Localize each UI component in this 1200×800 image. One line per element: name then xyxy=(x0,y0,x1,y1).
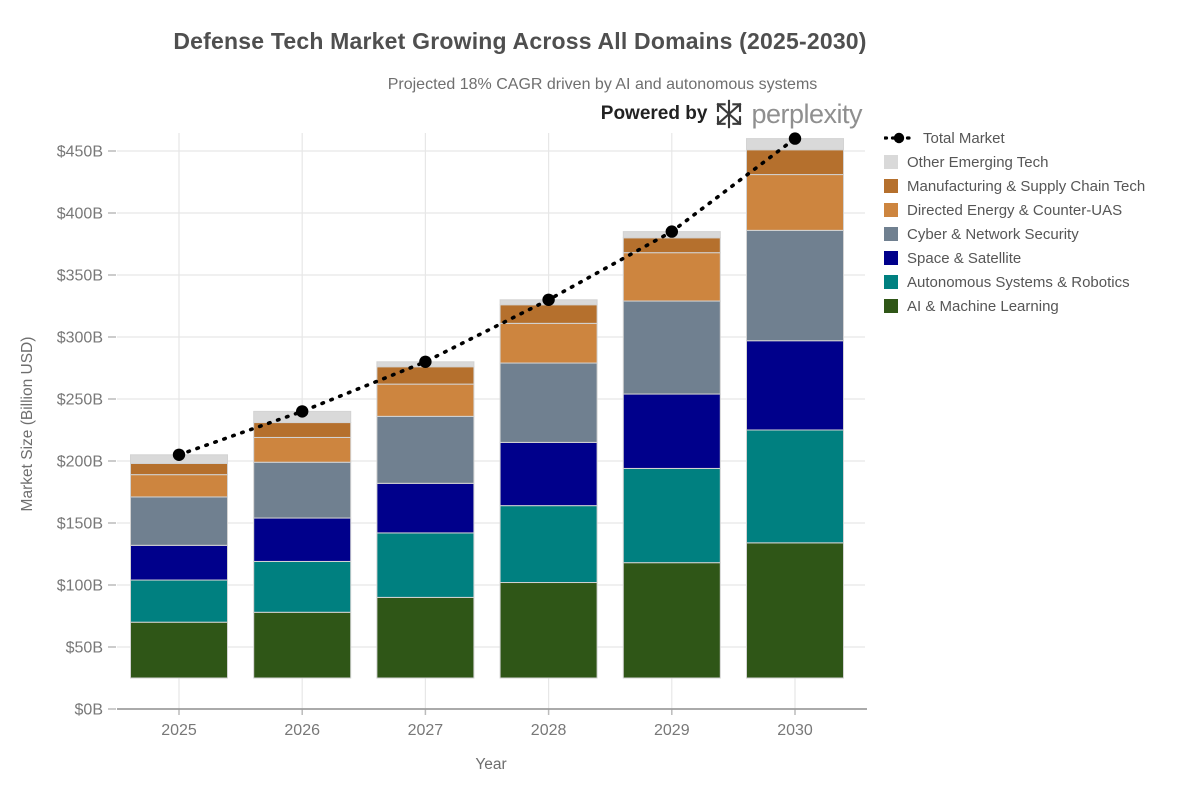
bar-segment xyxy=(253,611,352,679)
legend-item: Space & Satellite xyxy=(884,246,1145,270)
bar-segment xyxy=(130,544,228,581)
legend-swatch xyxy=(884,251,898,265)
bar-segment xyxy=(499,304,598,324)
bar-segment xyxy=(376,532,475,598)
legend-label: Directed Energy & Counter-UAS xyxy=(907,201,1123,219)
brand-wordmark: perplexity xyxy=(751,98,862,129)
bar-segment xyxy=(499,582,598,679)
legend-label: Autonomous Systems & Robotics xyxy=(907,273,1130,291)
powered-by-brand: Powered by perplexity xyxy=(600,96,863,132)
y-tick-label: $200B xyxy=(57,454,103,471)
bar-segment xyxy=(253,560,352,613)
bar-segment xyxy=(376,415,475,484)
bar-segment xyxy=(746,229,844,342)
legend-item: Manufacturing & Supply Chain Tech xyxy=(884,174,1145,198)
bar-segment xyxy=(499,362,598,443)
legend-item: Autonomous Systems & Robotics xyxy=(884,270,1145,294)
total-market-point xyxy=(665,225,678,238)
legend-swatch xyxy=(884,275,898,289)
bar-segment xyxy=(376,482,475,534)
total-market-point xyxy=(788,132,802,145)
y-tick-label: $100B xyxy=(57,578,103,595)
legend-label: Manufacturing & Supply Chain Tech xyxy=(907,177,1146,195)
total-market-point xyxy=(542,293,555,306)
legend-item: Directed Energy & Counter-UAS xyxy=(884,198,1145,222)
y-tick-label: $350B xyxy=(57,268,103,285)
bar-segment xyxy=(746,542,844,679)
total-market-point xyxy=(419,355,432,368)
x-tick-label: 2029 xyxy=(654,722,690,739)
bar-segment xyxy=(746,174,844,231)
y-tick-label: $50B xyxy=(66,640,103,657)
x-tick-label: 2027 xyxy=(408,722,444,739)
bar-segment xyxy=(376,383,475,417)
y-tick-label: $0B xyxy=(75,702,103,719)
legend-item: Other Emerging Tech xyxy=(884,150,1145,174)
legend-swatch xyxy=(884,299,898,313)
y-tick-label: $400B xyxy=(57,206,103,223)
bar-segment xyxy=(253,436,352,463)
bar-segment xyxy=(499,441,598,507)
legend-swatch xyxy=(884,155,898,169)
bar-segment xyxy=(130,474,228,498)
legend-label: Cyber & Network Security xyxy=(907,225,1079,243)
powered-by-text: Powered by xyxy=(600,103,708,124)
bar-segment xyxy=(130,462,228,476)
chart-subtitle: Projected 18% CAGR driven by AI and auto… xyxy=(387,76,818,93)
x-tick-label: 2025 xyxy=(161,722,197,739)
bar-segment xyxy=(499,322,598,364)
total-market-point xyxy=(296,405,309,418)
bar-segment xyxy=(376,596,475,679)
x-tick-label: 2028 xyxy=(531,722,567,739)
legend-item: Cyber & Network Security xyxy=(884,222,1145,246)
legend-label: Total Market xyxy=(923,129,1005,147)
perplexity-logo-icon xyxy=(716,99,742,129)
legend: Total Market Other Emerging Tech Manufactu… xyxy=(884,126,1145,318)
bar-segment xyxy=(622,252,721,302)
bar-segment xyxy=(130,579,228,623)
legend-swatch xyxy=(884,227,898,241)
bar-segment xyxy=(622,393,721,469)
legend-swatch xyxy=(884,179,898,193)
chart-title: Defense Tech Market Growing Across All D… xyxy=(173,28,867,54)
bar-segment xyxy=(130,621,228,679)
legend-label: Other Emerging Tech xyxy=(907,153,1049,171)
y-tick-label: $250B xyxy=(57,392,103,409)
bar-segment xyxy=(253,517,352,562)
y-tick-label: $450B xyxy=(57,144,103,161)
bar-segment xyxy=(253,461,352,519)
bar-segment xyxy=(130,496,228,546)
x-axis-title: Year xyxy=(475,756,507,773)
total-market-line xyxy=(177,136,797,457)
y-tick-label: $300B xyxy=(57,330,103,347)
legend-total-line-marker xyxy=(884,132,914,144)
bar-segment xyxy=(622,562,721,679)
y-tick-label: $150B xyxy=(57,516,103,533)
bar-segment xyxy=(746,340,844,431)
total-market-point xyxy=(172,448,186,461)
x-tick-label: 2026 xyxy=(284,722,320,739)
legend-swatch xyxy=(884,203,898,217)
legend-label: AI & Machine Learning xyxy=(907,297,1059,315)
legend-item: AI & Machine Learning xyxy=(884,294,1145,318)
bar-segment xyxy=(622,467,721,564)
x-tick-label: 2030 xyxy=(777,722,813,739)
bar-segment xyxy=(499,505,598,584)
bar-segment xyxy=(746,429,844,544)
legend-label: Space & Satellite xyxy=(907,249,1022,267)
bar-segment xyxy=(622,300,721,395)
legend-item: Total Market xyxy=(884,126,1145,150)
